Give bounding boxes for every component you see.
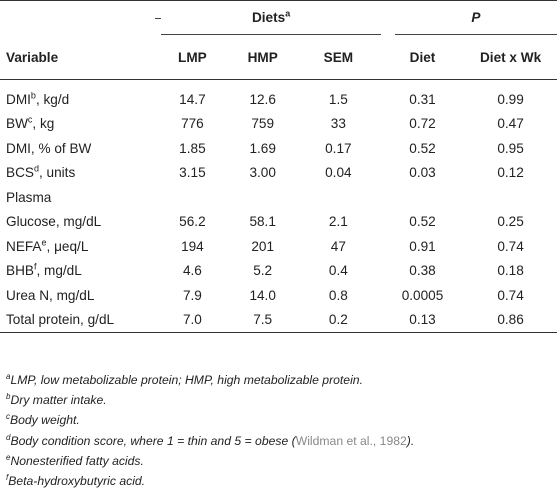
cell-value: 0.52 — [409, 140, 436, 156]
citation-link[interactable]: Wildman et al., 1982 — [295, 433, 407, 448]
cell-value: 0.95 — [497, 140, 524, 156]
cell-value: 194 — [181, 238, 204, 254]
cell-value: 0.0005 — [401, 287, 444, 303]
row-label: Plasma — [6, 189, 52, 205]
table-row: Total protein, g/dL 7.0 7.5 0.2 0.13 0.86 — [0, 308, 557, 333]
cell-value: 0.17 — [325, 140, 352, 156]
cell-value: 47 — [330, 238, 346, 254]
column-header-row: Variable LMP HMP SEM Diet Diet x Wk — [0, 35, 557, 80]
col-header-diet-x-wk: Diet x Wk — [479, 49, 542, 65]
table-body: DMIb, kg/d 14.7 12.6 1.5 0.31 0.99 BWc, kg 776 7… — [0, 80, 557, 333]
col-header-diet: Diet — [409, 49, 436, 65]
diets-group-label: Diets — [251, 10, 286, 25]
empty-header-cell — [0, 1, 155, 36]
cell-value: 0.13 — [409, 312, 436, 328]
row-label: Urea N, mg/dL — [6, 287, 95, 303]
table-row: Plasma — [0, 185, 557, 210]
cell-value: 0.74 — [497, 238, 524, 254]
footnote: aLMP, low metabolizable protein; HMP, hi… — [6, 371, 363, 387]
cell-value: 0.86 — [497, 312, 524, 328]
cell-value: 0.25 — [497, 214, 524, 230]
diets-group-header: Dietsa — [155, 1, 381, 35]
footnotes: aLMP, low metabolizable protein; HMP, hi… — [6, 370, 551, 491]
cell-value: 14.0 — [249, 287, 276, 303]
row-label: NEFAe, μeq/L — [6, 237, 89, 254]
cell-value: 0.38 — [409, 263, 436, 279]
group-header-row: Dietsa P — [0, 0, 557, 36]
cell-value: 0.04 — [325, 165, 352, 181]
table-row: BCSd, units 3.15 3.00 0.04 0.03 0.12 — [0, 161, 557, 186]
cell-value — [296, 185, 381, 210]
cell-value: 3.15 — [179, 165, 206, 181]
cell-value: 1.69 — [249, 140, 276, 156]
footnote: eNonesterified fatty acids. — [6, 452, 144, 468]
diets-group-sup: a — [285, 8, 291, 19]
cell-value: 2.1 — [328, 214, 348, 230]
row-label: BHBf, mg/dL — [6, 261, 82, 279]
cell-value — [381, 185, 464, 210]
cell-value: 56.2 — [179, 214, 206, 230]
cell-value: 0.99 — [497, 91, 524, 107]
cell-value: 0.03 — [409, 165, 436, 181]
col-header-variable: Variable — [6, 49, 59, 65]
cell-value: 0.4 — [328, 263, 348, 279]
cell-value: 0.91 — [409, 238, 436, 254]
cell-value: 7.5 — [253, 312, 273, 328]
cell-value — [230, 185, 296, 210]
table-row: DMIb, kg/d 14.7 12.6 1.5 0.31 0.99 — [0, 80, 557, 112]
cell-value: 0.47 — [497, 116, 524, 132]
row-label: BWc, kg — [6, 114, 55, 132]
p-group-label: P — [394, 1, 557, 35]
footnote: cBody weight. — [6, 412, 80, 428]
table-row: BWc, kg 776 759 33 0.72 0.47 — [0, 112, 557, 137]
cell-value: 201 — [251, 238, 275, 254]
cell-value: 1.85 — [179, 140, 206, 156]
cell-value: 12.6 — [249, 91, 276, 107]
table-row: DMI, % of BW 1.85 1.69 0.17 0.52 0.95 — [0, 136, 557, 161]
table-row: NEFAe, μeq/L 194 201 47 0.91 0.74 — [0, 234, 557, 259]
row-label: DMIb, kg/d — [6, 90, 70, 107]
cell-value — [464, 185, 557, 210]
cell-value: 0.52 — [409, 214, 436, 230]
cell-value: 58.1 — [249, 214, 276, 230]
cell-value: 0.74 — [497, 287, 524, 303]
row-label: BCSd, units — [6, 163, 76, 181]
cell-value: 0.12 — [497, 165, 524, 181]
results-table: Dietsa P Variable LMP HMP SEM Diet Diet … — [0, 0, 557, 333]
cell-value: 3.00 — [249, 165, 276, 181]
cell-value: 0.8 — [328, 287, 348, 303]
col-header-hmp: HMP — [247, 49, 278, 65]
table-row: Urea N, mg/dL 7.9 14.0 0.8 0.0005 0.74 — [0, 283, 557, 308]
cell-value: 7.9 — [182, 287, 202, 303]
cell-value: 0.2 — [328, 312, 348, 328]
row-label: DMI, % of BW — [6, 140, 92, 156]
cell-value: 759 — [251, 116, 275, 132]
table-row: BHBf, mg/dL 4.6 5.2 0.4 0.38 0.18 — [0, 259, 557, 284]
footnote: bDry matter intake. — [6, 392, 107, 408]
p-group-header: P — [381, 1, 557, 35]
col-header-lmp: LMP — [178, 49, 207, 65]
cell-value: 776 — [181, 116, 204, 132]
row-label: Total protein, g/dL — [6, 312, 115, 328]
cell-value: 0.18 — [497, 263, 524, 279]
cell-value: 5.2 — [253, 263, 273, 279]
table-row: Glucose, mg/dL 56.2 58.1 2.1 0.52 0.25 — [0, 210, 557, 235]
footnote: fBeta-hydroxybutyric acid. — [6, 472, 146, 489]
cell-value: 4.6 — [182, 263, 202, 279]
cell-value: 7.0 — [182, 312, 202, 328]
cell-value — [155, 185, 229, 210]
cell-value: 0.72 — [409, 116, 436, 132]
row-label: Glucose, mg/dL — [6, 214, 102, 230]
cell-value: 14.7 — [179, 91, 206, 107]
cell-value: 33 — [330, 116, 346, 132]
footnote: dBody condition score, where 1 = thin an… — [6, 432, 415, 448]
cell-value: 1.5 — [328, 91, 348, 107]
col-header-sem: SEM — [323, 49, 354, 65]
cell-value: 0.31 — [409, 91, 436, 107]
